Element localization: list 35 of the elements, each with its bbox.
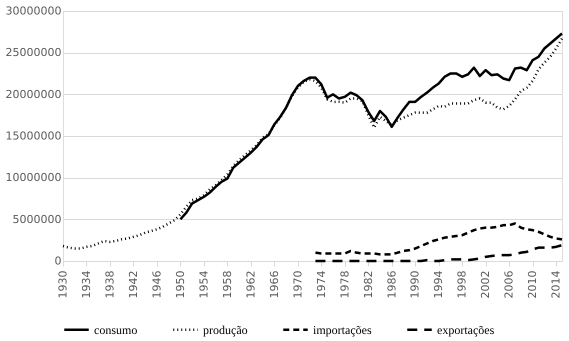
x-tick-label: 1934: [80, 270, 93, 298]
y-tick-label: 5000000: [12, 212, 62, 226]
x-tick-label: 1998: [456, 270, 469, 298]
y-tick-label: 0: [54, 254, 62, 268]
x-tick-label: 1994: [432, 270, 446, 298]
x-tick-label: 2010: [526, 270, 540, 298]
x-tick-label: 1954: [197, 270, 210, 298]
x-tick-label: 2014: [550, 270, 563, 298]
x-tick-label: 2006: [502, 270, 516, 298]
y-tick-label: 25000000: [6, 46, 62, 60]
legend-label: consumo: [94, 322, 138, 337]
y-tick-label: 20000000: [6, 88, 62, 101]
x-tick-label: 1986: [385, 270, 398, 298]
x-tick-label: 1942: [126, 270, 140, 298]
x-tick-label: 1962: [244, 270, 258, 298]
x-tick-label: 2002: [479, 270, 492, 298]
x-tick-label: 1930: [56, 270, 70, 298]
line-series: [314, 222, 564, 256]
x-tick-label: 1946: [150, 270, 164, 298]
x-tick-label: 1938: [103, 270, 116, 298]
x-tick-label: 1950: [174, 270, 187, 298]
x-tick-label: 1966: [268, 270, 281, 298]
legend-label: importações: [313, 322, 372, 337]
x-tick-label: 1970: [291, 270, 304, 298]
y-tick-label: 10000000: [6, 171, 62, 184]
x-tick-label: 1990: [408, 270, 422, 298]
y-tick-label: 15000000: [6, 130, 62, 142]
x-tick-label: 1978: [338, 270, 352, 298]
x-tick-label: 1974: [314, 270, 328, 298]
y-tick-label: 30000000: [6, 4, 62, 18]
line-series: [314, 244, 564, 262]
legend-label: exportações: [437, 322, 495, 337]
x-tick-label: 1958: [220, 270, 234, 298]
x-tick-label: 1982: [362, 270, 375, 298]
legend-label: produção: [203, 322, 248, 337]
